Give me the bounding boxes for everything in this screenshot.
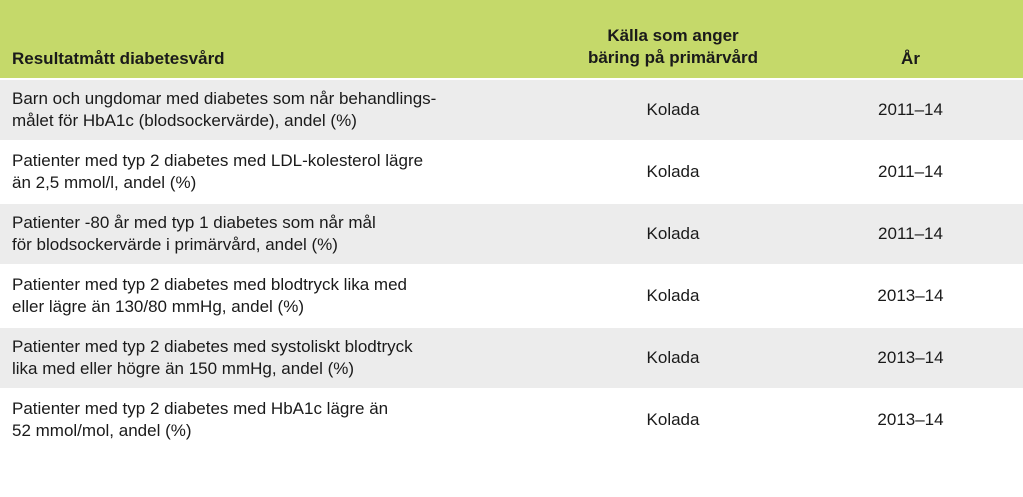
row-measure: Patienter med typ 2 diabetes med blodtry…: [12, 275, 407, 316]
row-source: Kolada: [646, 224, 700, 243]
row-measure: Patienter med typ 2 diabetes med LDL-kol…: [12, 151, 424, 192]
row-source: Kolada: [646, 410, 700, 429]
row-measure: Patienter med typ 2 diabetes med HbA1c l…: [12, 399, 389, 440]
row-source: Kolada: [646, 286, 700, 305]
row-year: 2013–14: [877, 348, 944, 367]
row-source: Kolada: [646, 100, 700, 119]
table-row: Barn och ungdomar med diabetes som når b…: [0, 78, 1023, 140]
table-row: Patienter med typ 2 diabetes med HbA1c l…: [0, 388, 1023, 450]
header-source: Källa som anger bäring på primärvård: [587, 26, 759, 67]
row-year: 2011–14: [878, 162, 943, 181]
row-measure: Patienter -80 år med typ 1 diabetes som …: [12, 213, 376, 254]
row-year: 2011–14: [878, 100, 943, 119]
row-measure: Patienter med typ 2 diabetes med systoli…: [12, 337, 413, 378]
table-row: Patienter -80 år med typ 1 diabetes som …: [0, 202, 1023, 264]
table-header: Resultatmått diabetesvård Källa som ange…: [0, 0, 1023, 78]
row-source: Kolada: [646, 162, 700, 181]
header-year: År: [901, 49, 920, 68]
diabetes-results-table: Resultatmått diabetesvård Källa som ange…: [0, 0, 1023, 450]
row-measure: Barn och ungdomar med diabetes som når b…: [12, 89, 437, 130]
header-measure: Resultatmått diabetesvård: [12, 49, 225, 68]
table-row: Patienter med typ 2 diabetes med LDL-kol…: [0, 140, 1023, 202]
table-row: Patienter med typ 2 diabetes med systoli…: [0, 326, 1023, 388]
table-row: Patienter med typ 2 diabetes med blodtry…: [0, 264, 1023, 326]
row-source: Kolada: [646, 348, 700, 367]
row-year: 2013–14: [877, 286, 944, 305]
row-year: 2011–14: [878, 224, 943, 243]
row-year: 2013–14: [877, 410, 944, 429]
